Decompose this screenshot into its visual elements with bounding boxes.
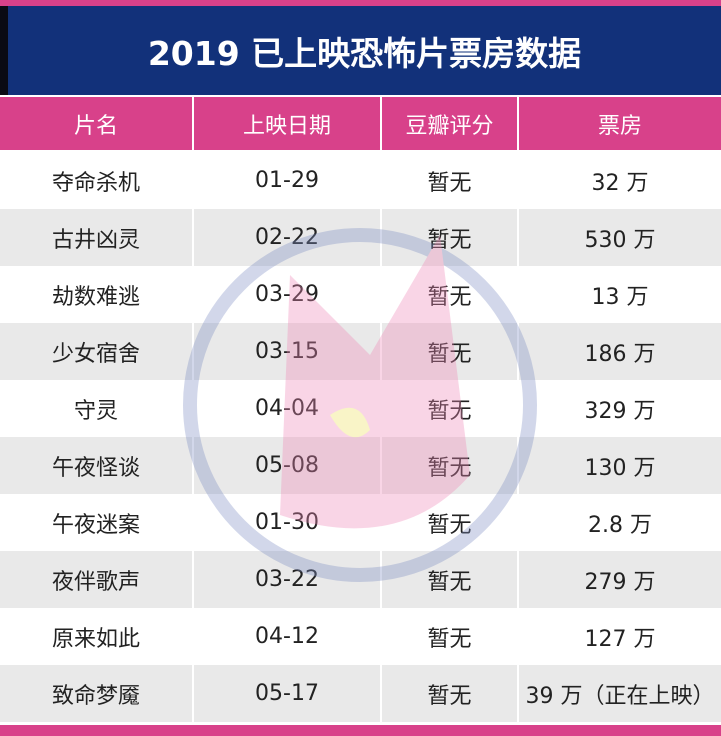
- cell: 暂无: [382, 551, 517, 608]
- cell: 暂无: [382, 380, 517, 437]
- cell: 02-22: [194, 209, 380, 266]
- title: 2019 已上映恐怖片票房数据: [147, 33, 582, 73]
- cell: 279 万: [519, 551, 721, 608]
- cell: 03-29: [194, 266, 380, 323]
- cell: 暂无: [382, 437, 517, 494]
- cell: 04-12: [194, 608, 380, 665]
- cell: 劫数难逃: [0, 266, 192, 323]
- cell: 130 万: [519, 437, 721, 494]
- cell: 暂无: [382, 494, 517, 551]
- cell: 127 万: [519, 608, 721, 665]
- cell: 夜伴歌声: [0, 551, 192, 608]
- cell: 暂无: [382, 608, 517, 665]
- cell: 票房: [519, 97, 721, 150]
- cell: 暂无: [382, 266, 517, 323]
- cell: 片名: [0, 97, 192, 150]
- table-row: 夜伴歌声 03-22 暂无 279 万: [0, 551, 721, 608]
- top-stripe: [0, 0, 721, 6]
- cell: 夺命杀机: [0, 152, 192, 209]
- cell: 186 万: [519, 323, 721, 380]
- cell: 530 万: [519, 209, 721, 266]
- bottom-stripe: [0, 725, 721, 736]
- table-row: 午夜迷案 01-30 暂无 2.8 万: [0, 494, 721, 551]
- cell: 01-30: [194, 494, 380, 551]
- cell: 午夜怪谈: [0, 437, 192, 494]
- cell: 2.8 万: [519, 494, 721, 551]
- cell: 05-17: [194, 665, 380, 722]
- table-row: 夺命杀机 01-29 暂无 32 万: [0, 152, 721, 209]
- cell: 04-04: [194, 380, 380, 437]
- cell: 39 万（正在上映）: [519, 665, 721, 722]
- cell: 329 万: [519, 380, 721, 437]
- cell: 暂无: [382, 209, 517, 266]
- cell: 古井凶灵: [0, 209, 192, 266]
- cell: 守灵: [0, 380, 192, 437]
- table-row: 原来如此 04-12 暂无 127 万: [0, 608, 721, 665]
- cell: 豆瓣评分: [382, 97, 517, 150]
- cell: 暂无: [382, 323, 517, 380]
- cell: 32 万: [519, 152, 721, 209]
- table-row: 午夜怪谈 05-08 暂无 130 万: [0, 437, 721, 494]
- cell: 暂无: [382, 665, 517, 722]
- cell: 03-22: [194, 551, 380, 608]
- header-row: 片名 上映日期 豆瓣评分 票房: [0, 97, 721, 150]
- table-row: 致命梦魇 05-17 暂无 39 万（正在上映）: [0, 665, 721, 722]
- cell: 原来如此: [0, 608, 192, 665]
- cell: 致命梦魇: [0, 665, 192, 722]
- cell: 上映日期: [194, 97, 380, 150]
- table-row: 少女宿舍 03-15 暂无 186 万: [0, 323, 721, 380]
- table-row: 劫数难逃 03-29 暂无 13 万: [0, 266, 721, 323]
- cell: 13 万: [519, 266, 721, 323]
- cell: 午夜迷案: [0, 494, 192, 551]
- cell: 暂无: [382, 152, 517, 209]
- title-bar: 2019 已上映恐怖片票房数据: [0, 6, 721, 95]
- table-row: 古井凶灵 02-22 暂无 530 万: [0, 209, 721, 266]
- table-row: 守灵 04-04 暂无 329 万: [0, 380, 721, 437]
- cell: 少女宿舍: [0, 323, 192, 380]
- cell: 01-29: [194, 152, 380, 209]
- cell: 05-08: [194, 437, 380, 494]
- cell: 03-15: [194, 323, 380, 380]
